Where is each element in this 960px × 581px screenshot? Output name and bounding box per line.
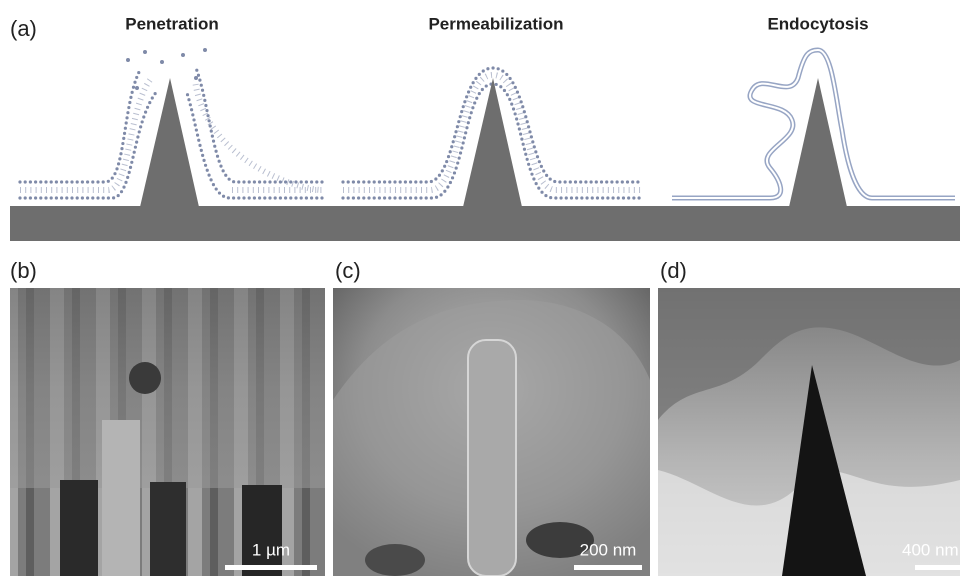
scale-bar-label: 1 µm (252, 540, 290, 559)
panel-label: (d) (660, 258, 687, 283)
penetration-diagram (20, 48, 322, 207)
scale-bar-label: 400 nm (902, 540, 959, 559)
figure: (a) Penetration Permeabilization Endocyt… (0, 0, 960, 576)
panel-title: Endocytosis (767, 14, 868, 33)
tem-image-d: 400 nm (658, 288, 960, 576)
panel-label: (c) (335, 258, 361, 283)
panel-label: (b) (10, 258, 37, 283)
panel-title: Permeabilization (428, 14, 563, 33)
sem-image-b: 1 µm (10, 288, 325, 576)
sem-image-c: 200 nm (333, 288, 650, 576)
panel-title: Penetration (125, 14, 219, 33)
endocytosis-diagram (672, 50, 955, 207)
permeabilization-diagram (343, 68, 642, 207)
scale-bar-label: 200 nm (580, 540, 637, 559)
panel-label: (a) (10, 16, 37, 41)
substrate (10, 206, 960, 241)
